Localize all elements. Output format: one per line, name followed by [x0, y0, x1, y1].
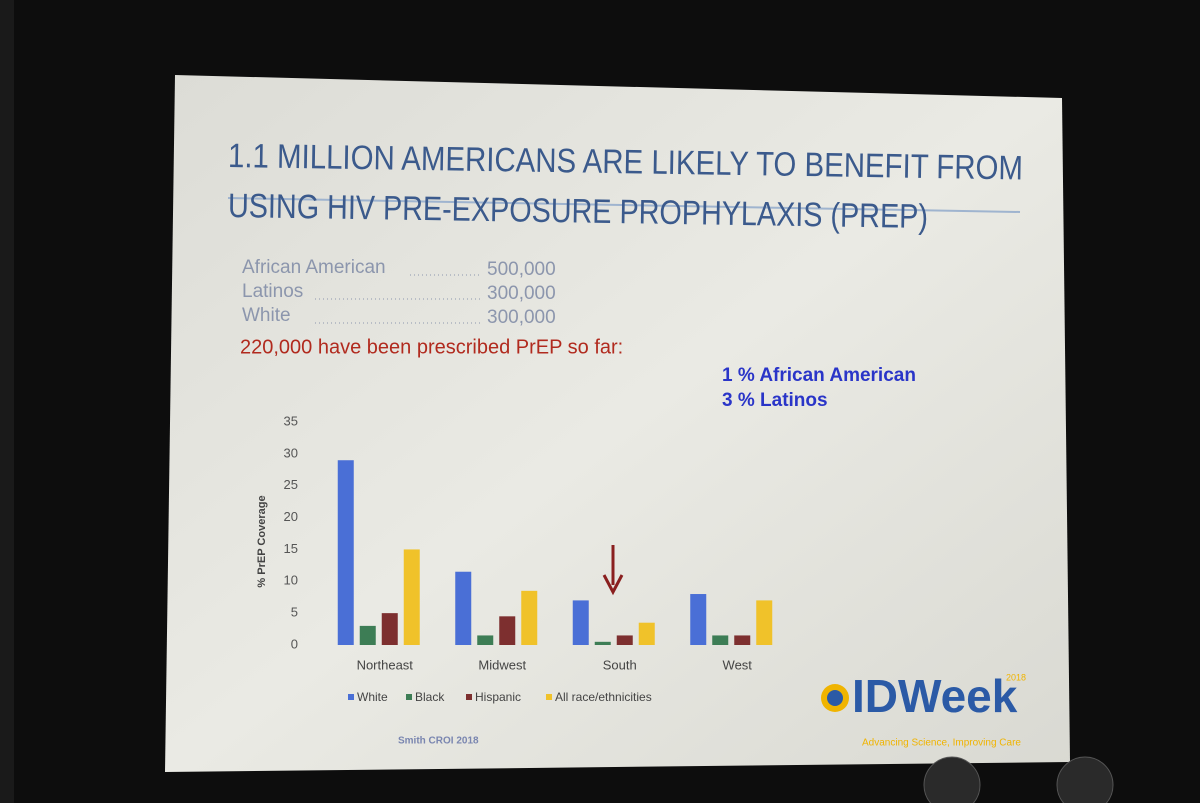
- bar: [499, 616, 516, 645]
- bar: [359, 625, 376, 645]
- y-tick-label: 10: [284, 573, 298, 588]
- control-button[interactable]: [1056, 756, 1114, 803]
- slide: [165, 75, 1070, 772]
- x-tick-label: South: [603, 657, 637, 672]
- y-tick-label: 20: [284, 509, 298, 524]
- group-count: 500,000: [487, 259, 556, 280]
- legend-label: White: [357, 690, 388, 704]
- control-button[interactable]: [923, 756, 981, 803]
- share-note: 3 % Latinos: [722, 390, 828, 411]
- bar: [477, 635, 494, 645]
- source: Smith CROI 2018: [398, 736, 479, 747]
- bar: [572, 600, 589, 645]
- legend-swatch: [546, 694, 552, 700]
- group-label: African American: [242, 257, 386, 278]
- x-tick-label: West: [723, 657, 753, 672]
- share-note: 1 % African American: [722, 365, 916, 386]
- prescribed-note: 220,000 have been prescribed PrEP so far…: [240, 336, 623, 358]
- logo-tagline: Advancing Science, Improving Care: [862, 738, 1021, 749]
- annotation-arrow: [602, 545, 624, 596]
- y-tick-label: 0: [291, 636, 298, 651]
- y-tick-label: 35: [284, 413, 298, 428]
- group-count: 300,000: [487, 283, 556, 304]
- bar: [455, 571, 472, 645]
- group-label: White: [242, 305, 291, 326]
- bar: [712, 635, 729, 645]
- group-count: 300,000: [487, 307, 556, 328]
- bar: [594, 641, 611, 645]
- bar: [403, 549, 420, 645]
- y-tick-label: 25: [284, 477, 298, 492]
- x-tick-label: Midwest: [478, 657, 526, 672]
- y-tick-label: 30: [284, 445, 298, 460]
- bar: [337, 460, 354, 645]
- bar: [616, 635, 633, 645]
- logo-name: IDWeek: [852, 670, 1018, 722]
- y-axis-label: % PrEP Coverage: [256, 495, 268, 587]
- bar: [521, 590, 538, 645]
- legend-swatch: [406, 694, 412, 700]
- logo-emblem-core: [827, 690, 843, 706]
- legend-swatch: [466, 694, 472, 700]
- legend-label: Hispanic: [475, 690, 521, 704]
- bar: [381, 613, 398, 645]
- title-rule: [227, 197, 1021, 213]
- y-tick-label: 5: [291, 605, 298, 620]
- legend-swatch: [348, 694, 354, 700]
- legend-label: Black: [415, 690, 445, 704]
- bar: [734, 635, 751, 645]
- group-label: Latinos: [242, 281, 303, 302]
- bar: [638, 622, 655, 645]
- bar: [756, 600, 773, 645]
- x-tick-label: Northeast: [357, 657, 414, 672]
- legend-label: All race/ethnicities: [555, 690, 652, 704]
- y-tick-label: 15: [284, 541, 298, 556]
- bar: [690, 594, 707, 645]
- logo-year: 2018: [1006, 672, 1026, 682]
